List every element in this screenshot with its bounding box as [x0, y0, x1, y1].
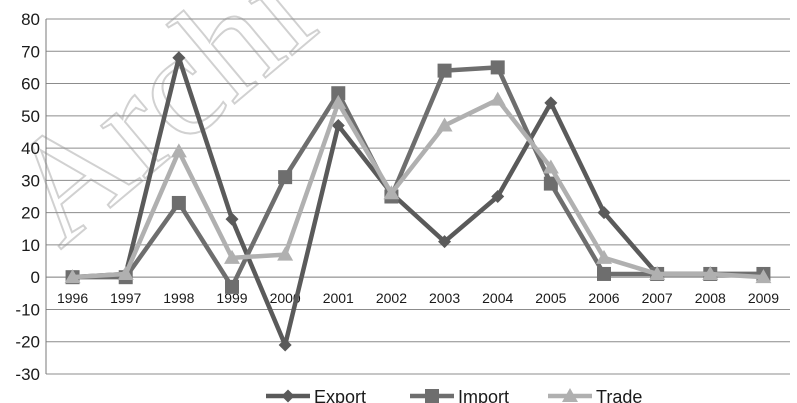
- legend-item-export: Export: [266, 387, 366, 403]
- data-point-export: [438, 235, 452, 249]
- data-point-export: [278, 338, 292, 352]
- data-point-import: [225, 279, 239, 294]
- y-tick-label: -20: [15, 333, 40, 352]
- y-tick-label: 40: [21, 139, 40, 158]
- data-point-export: [172, 51, 186, 65]
- data-point-export: [597, 206, 611, 220]
- series-line-import: [72, 65, 764, 290]
- series-group: [64, 51, 772, 352]
- series-trade: [64, 91, 772, 284]
- legend-label: Trade: [596, 387, 642, 403]
- data-point-import: [331, 86, 346, 101]
- x-tick-label: 2007: [642, 290, 673, 306]
- x-tick-label: 2008: [695, 290, 726, 306]
- data-point-import: [171, 195, 186, 210]
- data-point-trade: [596, 249, 612, 264]
- legend-item-import: Import: [410, 387, 509, 403]
- legend-marker: [281, 389, 295, 403]
- y-tick-label: -10: [15, 300, 40, 319]
- y-tick-label: 70: [21, 42, 40, 61]
- data-point-import: [597, 266, 611, 281]
- y-tick-label: 0: [31, 268, 40, 287]
- legend-label: Export: [314, 387, 366, 403]
- x-tick-label: 2002: [376, 290, 407, 306]
- series-export: [66, 51, 770, 352]
- x-tick-label: 1996: [57, 290, 88, 306]
- data-point-trade: [489, 91, 506, 106]
- y-tick-label: 80: [21, 10, 40, 29]
- data-point-trade: [170, 143, 187, 158]
- data-point-export: [544, 96, 558, 110]
- y-tick-label: -30: [15, 365, 40, 384]
- x-axis: 1996 1997 1998 1999 2000 2001 2002 2003 2004 2005…: [57, 290, 779, 306]
- data-point-import: [543, 176, 558, 191]
- data-point-import: [490, 60, 505, 75]
- series-line-export: [72, 55, 764, 348]
- data-point-trade: [702, 265, 719, 280]
- data-point-export: [225, 212, 239, 226]
- x-tick-label: 2000: [270, 290, 301, 306]
- data-point-trade: [542, 159, 559, 174]
- x-tick-label: 1998: [163, 290, 194, 306]
- y-tick-label: 30: [21, 171, 40, 190]
- y-axis: 80 70 60 50 40 30 20 10 0 -10 -20 -30: [15, 10, 40, 384]
- y-tick-label: 60: [21, 75, 40, 94]
- data-point-trade: [277, 246, 294, 261]
- x-tick-label: 2006: [588, 290, 619, 306]
- legend: Export Import Trade: [266, 387, 642, 403]
- data-point-trade: [755, 269, 772, 284]
- data-point-trade: [436, 117, 453, 132]
- data-point-trade: [649, 265, 666, 280]
- data-point-import: [437, 63, 452, 78]
- data-point-export: [331, 119, 345, 132]
- x-tick-label: 2009: [748, 290, 779, 306]
- data-point-trade: [117, 265, 134, 280]
- x-tick-label: 2003: [429, 290, 460, 306]
- legend-item-trade: Trade: [548, 387, 642, 403]
- gridlines: [45, 18, 790, 375]
- x-tick-label: 2001: [323, 290, 354, 306]
- x-tick-label: 2004: [482, 290, 513, 306]
- legend-label: Import: [458, 387, 509, 403]
- data-point-export: [491, 190, 505, 203]
- series-line-trade: [72, 97, 764, 280]
- legend-marker: [425, 389, 439, 403]
- legend-marker: [562, 388, 578, 402]
- x-tick-label: 1997: [110, 290, 141, 306]
- y-tick-label: 20: [21, 204, 40, 223]
- x-tick-label: 2005: [535, 290, 566, 306]
- data-point-import: [278, 170, 293, 185]
- data-point-trade: [330, 94, 347, 109]
- y-tick-label: 10: [21, 236, 40, 255]
- y-tick-label: 50: [21, 107, 40, 126]
- data-point-trade: [224, 249, 240, 264]
- data-point-trade: [383, 185, 400, 200]
- x-tick-label: 1999: [216, 290, 247, 306]
- data-point-trade: [64, 269, 81, 284]
